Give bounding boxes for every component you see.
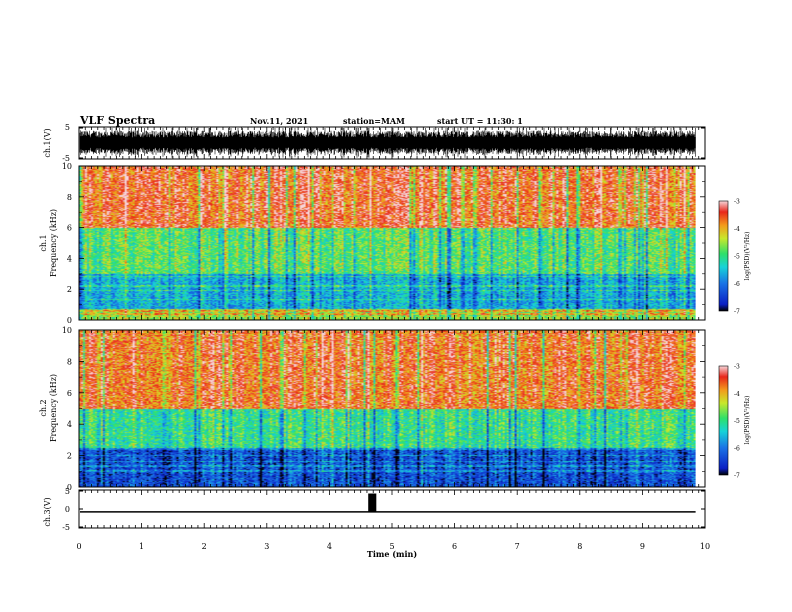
- ch3-ylabel: ch.3(V): [43, 497, 52, 526]
- time-tick-label: 8: [577, 542, 582, 551]
- ch2-colorbar-label: log(PSD)(V²/Hz): [744, 396, 751, 445]
- ch1-colorbar-label: log(PSD)(V²/Hz): [744, 232, 751, 281]
- time-axis-title: Time (min): [367, 549, 417, 559]
- time-tick-label: 7: [515, 542, 520, 551]
- ch1-waveform-ticks: [78, 127, 706, 159]
- ch3-xticks: [78, 490, 706, 528]
- amp-tick-label: 0: [65, 505, 70, 514]
- colorbar-tick-label: -4: [734, 391, 740, 398]
- header-station: station=MAM: [343, 116, 405, 126]
- ch2-spectrogram-yticks: 0 2 4 6 8 10: [62, 326, 705, 492]
- ch2-spectrogram-image: [79, 330, 696, 487]
- time-tick-label: 10: [700, 542, 710, 551]
- ch3-waveform-frame: [78, 489, 706, 529]
- figure-title: VLF Spectra: [79, 114, 155, 127]
- time-tick-label: 4: [327, 542, 332, 551]
- ch2-colorbar-gradient: [718, 365, 729, 476]
- freq-tick-label: 8: [67, 193, 72, 202]
- ch1-colorbar: -3 -4 -5 -6 -7 log(PSD)(V²/Hz): [718, 199, 751, 316]
- amp-tick-label: -5: [62, 523, 70, 532]
- ch3-pulse: [368, 493, 377, 512]
- freq-tick-label: 0: [67, 483, 72, 492]
- ch3-yticks: 5 0 -5: [62, 487, 705, 532]
- ch2-colorbar: -3 -4 -5 -6 -7 log(PSD)(V²/Hz): [718, 364, 751, 480]
- time-axis-labels: 0 1 2 3 4 5 6 7 8 9 10: [76, 542, 710, 551]
- colorbar-tick-label: -6: [734, 445, 740, 452]
- colorbar-tick-label: -5: [734, 254, 740, 261]
- ch1-spectrogram-ylabel: Frequency (kHz): [49, 209, 58, 277]
- colorbar-tick-label: -4: [734, 226, 740, 233]
- time-tick-label: 9: [640, 542, 645, 551]
- ch1-ytick-bottom: -5: [62, 154, 70, 163]
- time-tick-label: 5: [389, 542, 394, 551]
- time-tick-label: 1: [139, 542, 144, 551]
- freq-tick-label: 4: [67, 420, 72, 429]
- ch2-spectrogram-panel: 0 2 4 6 8 10 ch.2 Frequency (kHz): [39, 326, 706, 492]
- colorbar-tick-label: -7: [734, 309, 740, 316]
- freq-tick-label: 6: [67, 389, 72, 398]
- ch1-waveform-line: [79, 128, 696, 158]
- time-tick-label: 3: [264, 542, 269, 551]
- time-tick-label: 0: [76, 542, 81, 551]
- ch2-spectrogram-ylabel: Frequency (kHz): [49, 374, 58, 442]
- header-date: Nov.11, 2021: [250, 116, 308, 126]
- colorbar-tick-label: -5: [734, 418, 740, 425]
- freq-tick-label: 2: [67, 452, 72, 461]
- time-tick-label: 2: [202, 542, 207, 551]
- ch1-waveform-panel: 5 -5 ch.1(V): [43, 123, 706, 163]
- ch1-spectrogram-xticks: [78, 166, 706, 320]
- ch2-spectrogram-channel-label: ch.2: [39, 399, 48, 416]
- ch2-spectrogram-xticks: [78, 330, 706, 487]
- ch3-waveform-panel: 5 0 -5 ch.3(V) 0 1 2 3 4 5 6 7 8 9 10 Time (min): [43, 487, 710, 559]
- freq-tick-label: 10: [62, 326, 72, 335]
- time-tick-label: 6: [452, 542, 457, 551]
- freq-tick-label: 10: [62, 162, 72, 171]
- ch1-ytick-top: 5: [65, 123, 70, 132]
- colorbar-tick-label: -7: [734, 473, 740, 480]
- header-start-ut: start UT = 11:30: 1: [437, 116, 523, 126]
- ch1-ylabel: ch.1(V): [43, 128, 52, 157]
- ch1-spectrogram-channel-label: ch.1: [39, 234, 48, 251]
- freq-tick-label: 8: [67, 357, 72, 366]
- freq-tick-label: 6: [67, 224, 72, 233]
- ch1-spectrogram-image: [79, 166, 696, 320]
- ch2-colorbar-ticks: -3 -4 -5 -6 -7: [734, 364, 740, 480]
- ch1-spectrogram-yticks: 0 2 4 6 8 10: [62, 162, 705, 325]
- freq-tick-label: 0: [67, 316, 72, 325]
- amp-tick-label: 5: [65, 487, 70, 496]
- freq-tick-label: 4: [67, 254, 72, 263]
- colorbar-tick-label: -6: [734, 281, 740, 288]
- ch1-colorbar-gradient: [718, 200, 729, 312]
- colorbar-tick-label: -3: [734, 364, 740, 371]
- freq-tick-label: 2: [67, 285, 72, 294]
- ch1-colorbar-ticks: -3 -4 -5 -6 -7: [734, 199, 740, 316]
- colorbar-tick-label: -3: [734, 199, 740, 206]
- ch1-spectrogram-panel: 0 2 4 6 8 10 ch.1 Frequency (kHz): [39, 162, 706, 325]
